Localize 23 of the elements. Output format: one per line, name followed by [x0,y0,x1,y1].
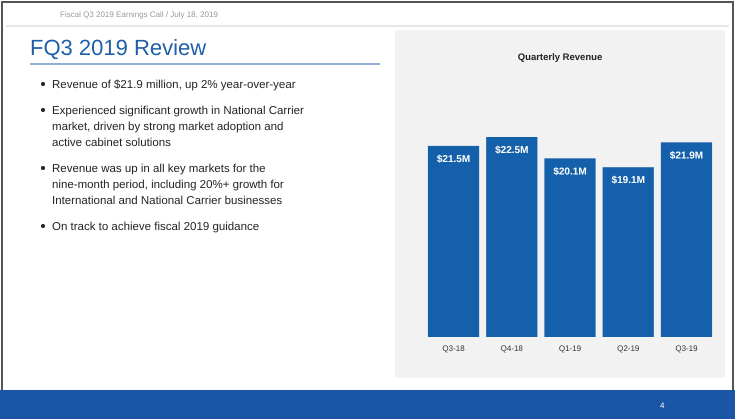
bar [602,167,654,337]
x-tick-label: Q2-19 [617,344,640,353]
bar [660,142,712,337]
text: Revenue was up in all key markets for the nine-month period, including 20%+ growth for International and National Carrier businesses [52,163,284,207]
bar [486,137,538,337]
data-label: $20.1M [553,166,587,178]
text: Revenue of $21.9 million, up 2% year-over-year [52,79,296,91]
x-tick-label: Q3-19 [675,344,698,353]
text: FQ3 2019 Review [30,35,206,60]
data-label: $19.1M [612,175,645,186]
chart-title: Quarterly Revenue [518,52,602,63]
text: Experienced significant growth in National Carrier market, driven by strong market adoption and active cabinet solutions [52,105,304,149]
x-tick-label: Q3-18 [442,344,466,353]
data-label: $21.9M [670,150,704,162]
text: On track to achieve fiscal 2019 guidance [52,221,260,233]
x-tick-label: Q4-18 [500,344,524,353]
text: 4 [660,401,665,410]
data-label: $22.5M [495,145,528,156]
data-label: $21.5M [436,154,470,165]
bar [544,158,596,337]
text: Fiscal Q3 2019 Earnings Call / July 18, 2019 [60,10,218,19]
bar [428,146,480,337]
x-tick-label: Q1-19 [558,344,582,353]
